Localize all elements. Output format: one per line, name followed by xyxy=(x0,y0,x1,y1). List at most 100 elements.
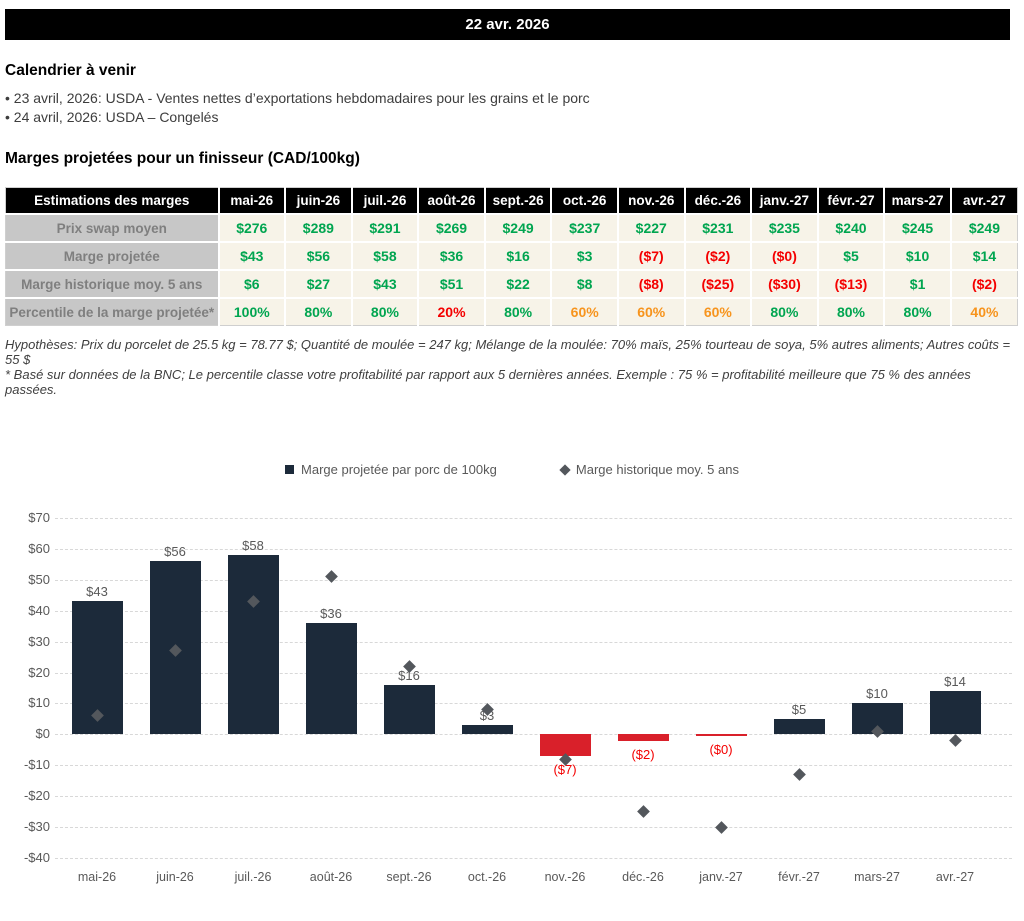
table-cell: $291 xyxy=(350,213,419,242)
x-tick-label: déc.-26 xyxy=(622,870,664,884)
table-cell: $237 xyxy=(550,213,618,242)
y-tick-label: $30 xyxy=(28,633,50,649)
report-date: 22 avr. 2026 xyxy=(465,16,550,33)
margins-table: Estimations des marges mai-26 juin-26 juil.… xyxy=(5,187,1018,326)
margin-chart: Marge projetée par porc de 100kg Marge h… xyxy=(0,450,1024,915)
historic-margin-diamond-icon xyxy=(636,805,650,818)
x-tick-label: juil.-26 xyxy=(234,870,272,884)
column-header: janv.-27 xyxy=(750,187,818,214)
table-row: Percentile de la marge projetée* 100% 80% 8… xyxy=(5,297,1018,326)
table-row: Marge projetée $43 $56 $58 $36 $16 $3 ($7) ($2)(… xyxy=(5,241,1018,270)
table-row: Marge historique moy. 5 ans $6 $27 $43 $51 $2… xyxy=(5,269,1018,298)
gridline xyxy=(55,857,1012,859)
table-cell: ($7) xyxy=(616,241,685,270)
historic-margin-diamond-icon xyxy=(948,734,962,747)
table-cell: 60% xyxy=(683,297,752,326)
table-cell: $240 xyxy=(816,213,885,242)
table-cell: $235 xyxy=(750,213,818,242)
table-cell: 60% xyxy=(550,297,618,326)
table-title: Marges projetées pour un finisseur (CAD/… xyxy=(5,150,360,167)
column-header: juin-26 xyxy=(284,187,352,214)
table-cell: $8 xyxy=(550,269,618,298)
calendar-item: • 23 avril, 2026: USDA - Ventes nettes d… xyxy=(5,90,590,106)
bar-value-label: $5 xyxy=(791,701,807,717)
chart-bar xyxy=(461,725,513,735)
row-label: Marge projetée xyxy=(5,241,219,270)
table-cell: $27 xyxy=(284,269,352,298)
table-cell: $6 xyxy=(217,269,286,298)
table-cell: $269 xyxy=(417,213,485,242)
table-cell: $10 xyxy=(883,241,951,270)
table-cell: ($2) xyxy=(683,241,752,270)
bar-series-marker-icon xyxy=(285,465,295,474)
x-tick-label: févr.-27 xyxy=(778,870,820,884)
x-tick-label: janv.-27 xyxy=(699,870,743,884)
table-cell: $231 xyxy=(683,213,752,242)
chart-bar xyxy=(305,623,357,735)
bar-value-label: $14 xyxy=(944,674,966,690)
chart-bar xyxy=(227,555,279,735)
row-label: Prix swap moyen xyxy=(5,213,219,242)
column-header: mars-27 xyxy=(883,187,951,214)
table-cell: 80% xyxy=(750,297,818,326)
column-header: oct.-26 xyxy=(550,187,618,214)
calendar-title: Calendrier à venir xyxy=(5,62,136,79)
diamond-series-marker-icon xyxy=(559,463,571,476)
y-tick-label: -$40 xyxy=(23,849,50,865)
column-header: déc.-26 xyxy=(683,187,752,214)
gridline xyxy=(55,734,1012,736)
column-header: avr.-27 xyxy=(949,187,1018,214)
gridline xyxy=(55,796,1012,798)
table-cell: $56 xyxy=(284,241,352,270)
column-header: juil.-26 xyxy=(350,187,419,214)
table-cell: $245 xyxy=(883,213,951,242)
table-cell: $276 xyxy=(217,213,286,242)
x-tick-label: juin-26 xyxy=(156,870,194,884)
y-tick-label: $60 xyxy=(28,540,50,556)
y-tick-label: -$20 xyxy=(23,788,50,804)
table-cell: $51 xyxy=(417,269,485,298)
table-cell: ($2) xyxy=(949,269,1018,298)
gridline xyxy=(55,641,1012,643)
chart-bar xyxy=(539,734,591,756)
gridline xyxy=(55,518,1012,519)
x-tick-label: août-26 xyxy=(309,870,353,884)
column-header: août-26 xyxy=(417,187,485,214)
bar-value-label: $43 xyxy=(86,584,108,600)
table-cell: $43 xyxy=(217,241,286,270)
legend-item-bar: Marge projetée par porc de 100kg xyxy=(285,462,497,477)
historic-margin-diamond-icon xyxy=(324,570,338,584)
table-cell: 80% xyxy=(883,297,951,326)
table-cell: 80% xyxy=(816,297,885,326)
chart-bar xyxy=(929,691,981,735)
table-cell: $58 xyxy=(350,241,419,270)
bar-value-label: $10 xyxy=(866,686,888,702)
table-cell: $16 xyxy=(483,241,552,270)
table-cell: $249 xyxy=(949,213,1018,242)
gridline xyxy=(55,672,1012,674)
table-cell: 20% xyxy=(417,297,485,326)
bar-value-label: $58 xyxy=(242,538,264,554)
date-header-bar: 22 avr. 2026 xyxy=(5,9,1010,40)
table-cell: $1 xyxy=(883,269,951,298)
table-row: Prix swap moyen $276 $289 $291 $269 $249 $237 $… xyxy=(5,213,1018,242)
table-cell: 80% xyxy=(284,297,352,326)
row-label: Marge historique moy. 5 ans xyxy=(5,269,219,298)
y-tick-label: $10 xyxy=(28,695,50,711)
legend-label: Marge projetée par porc de 100kg xyxy=(301,462,497,477)
bar-value-label: ($0) xyxy=(709,742,733,758)
table-cell: $14 xyxy=(949,241,1018,270)
table-cell: $22 xyxy=(483,269,552,298)
table-header-row: Estimations des marges mai-26 juin-26 juil.… xyxy=(5,187,1018,214)
gridline xyxy=(55,548,1012,550)
y-tick-label: $40 xyxy=(28,602,50,618)
x-tick-label: mars-27 xyxy=(854,870,900,884)
gridline xyxy=(55,827,1012,829)
legend-label: Marge historique moy. 5 ans xyxy=(575,462,739,477)
row-label: Percentile de la marge projetée* xyxy=(5,297,219,326)
table-cell: $5 xyxy=(816,241,885,270)
x-tick-label: sept.-26 xyxy=(386,870,432,884)
gridline xyxy=(55,579,1012,581)
hypotheses-note: Hypothèses: Prix du porcelet de 25.5 kg … xyxy=(5,337,1011,367)
